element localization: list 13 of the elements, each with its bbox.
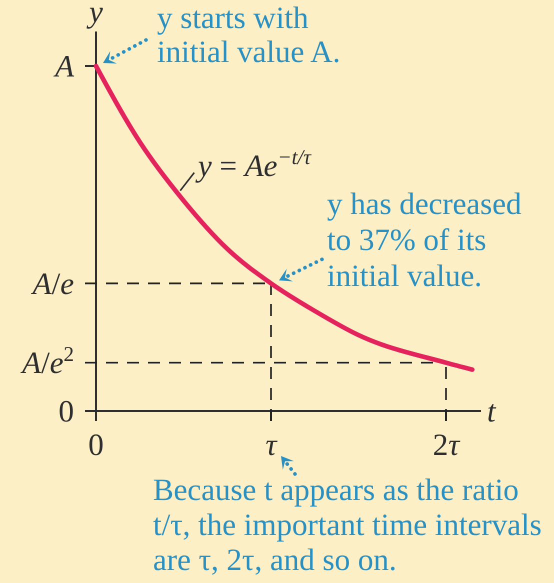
ref-line-label: A [53, 48, 76, 84]
annotation: y = Ae$^{−t/τ}$ [195, 145, 312, 183]
x-tick-label: 0 [88, 427, 104, 462]
annotation: y has decreased to 37% of its initial value. [327, 186, 530, 293]
y-axis-title: y [86, 0, 104, 29]
x-tick-label: τ [265, 427, 278, 462]
text: 0 [58, 394, 74, 429]
x-axis-title: t [487, 394, 497, 429]
ref-line-label: A/e [30, 266, 74, 301]
text: Because t appears as the ratio t/τ, the important time intervals are τ, 2τ, and so on. [153, 472, 550, 577]
annotation: y starts with initial value A. [157, 0, 340, 69]
x-tick-label: 2τ [432, 427, 462, 462]
ref-line-label: A/e$^{2}$ [20, 342, 74, 380]
